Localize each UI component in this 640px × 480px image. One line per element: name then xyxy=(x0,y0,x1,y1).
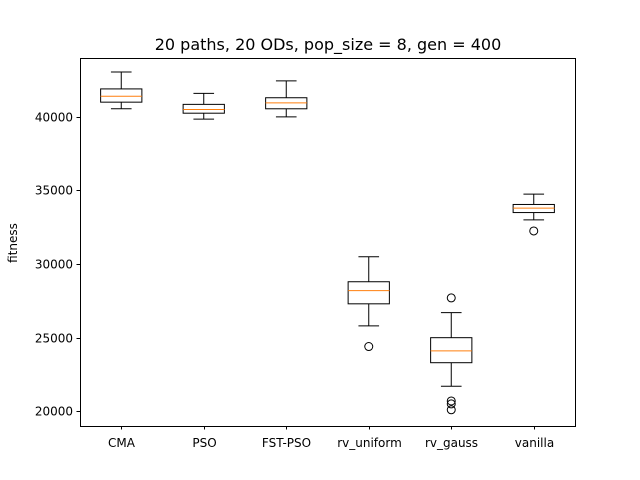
y-axis-label: fitness xyxy=(6,223,20,263)
x-tick-label: PSO xyxy=(192,436,216,450)
y-tick-label: 40000 xyxy=(35,111,73,125)
x-tick-label: vanilla xyxy=(515,436,554,450)
axes-frame xyxy=(80,58,576,427)
x-tick-label: rv_uniform xyxy=(337,436,402,450)
plot-area: 20000 25000 30000 35000 40000 CMA PSO FST-PSO rv… xyxy=(35,71,555,450)
flier-point xyxy=(529,226,539,236)
flier-point xyxy=(364,342,374,352)
x-tick-label: rv_gauss xyxy=(425,436,478,450)
flier-point xyxy=(446,399,456,409)
flier-point xyxy=(446,405,456,415)
y-tick-label: 25000 xyxy=(35,332,73,346)
flier-point xyxy=(446,293,456,303)
box xyxy=(100,88,143,103)
x-tick-label: FST-PSO xyxy=(262,436,311,450)
y-tick-label: 30000 xyxy=(35,258,73,272)
y-tick-label: 20000 xyxy=(35,405,73,419)
box xyxy=(182,103,225,114)
y-tick-label: 35000 xyxy=(35,184,73,198)
x-tick-label: CMA xyxy=(108,436,136,450)
chart-title: 20 paths, 20 ODs, pop_size = 8, gen = 40… xyxy=(155,35,502,55)
box xyxy=(347,281,390,305)
box xyxy=(430,337,473,364)
flier-point xyxy=(446,396,456,406)
